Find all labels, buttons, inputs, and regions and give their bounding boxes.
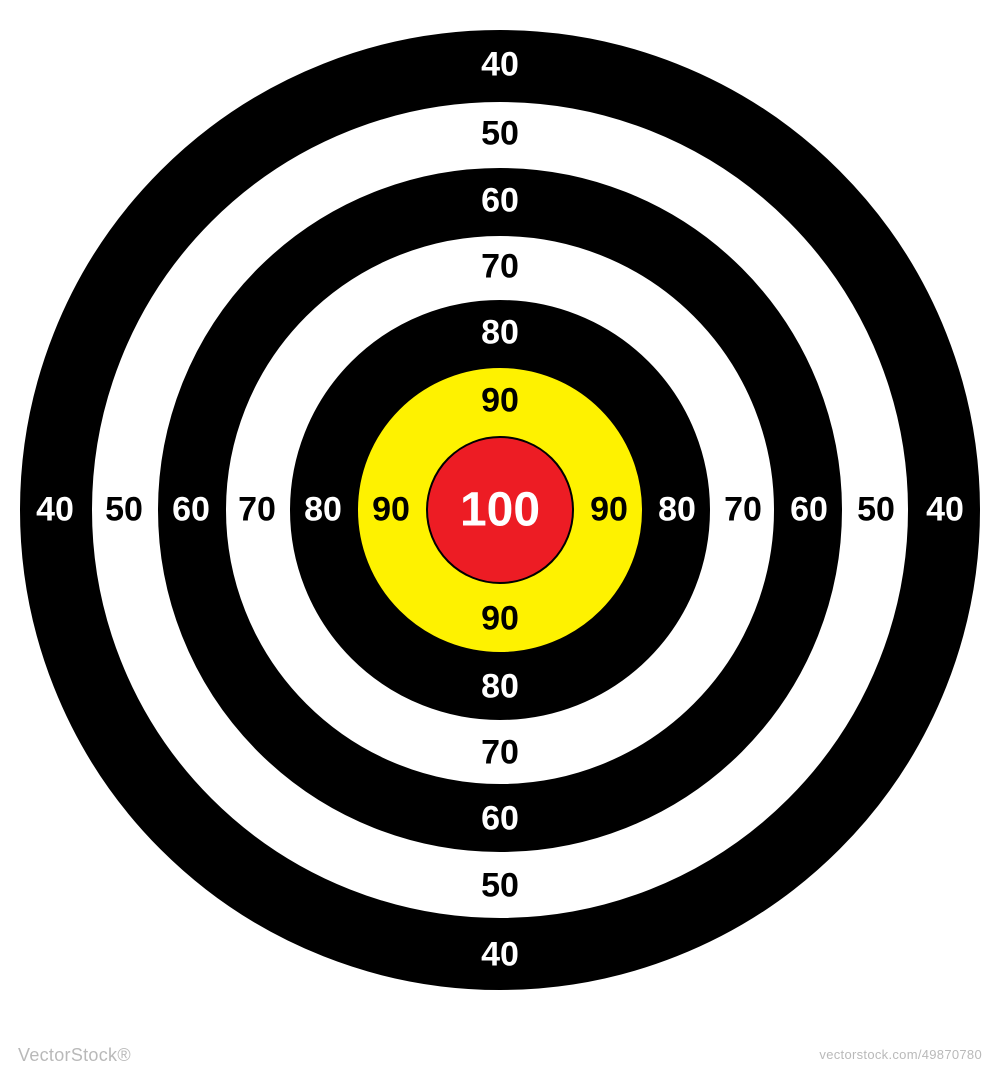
score-label-left-60: 60	[172, 491, 210, 530]
score-label-bottom-80: 80	[481, 668, 519, 707]
score-label-right-40: 40	[926, 491, 964, 530]
score-label-top-60: 60	[481, 182, 519, 221]
score-label-right-90: 90	[590, 491, 628, 530]
score-label-bottom-50: 50	[481, 867, 519, 906]
score-label-top-70: 70	[481, 248, 519, 287]
score-label-top-80: 80	[481, 314, 519, 353]
score-label-right-50: 50	[857, 491, 895, 530]
watermark-id: vectorstock.com/49870780	[819, 1047, 982, 1062]
score-label-left-50: 50	[105, 491, 143, 530]
score-label-right-60: 60	[790, 491, 828, 530]
watermark-brand: VectorStock®	[18, 1045, 131, 1066]
score-label-center-100: 100	[460, 483, 540, 538]
score-label-top-50: 50	[481, 115, 519, 154]
score-label-bottom-60: 60	[481, 800, 519, 839]
score-label-left-70: 70	[238, 491, 276, 530]
page-canvas: 100 40 40 40 40 50 50 50 50 60 60 60 60 70 70 70 70 80 80 8…	[0, 0, 1000, 1080]
score-label-top-40: 40	[481, 46, 519, 85]
score-label-bottom-40: 40	[481, 936, 519, 975]
score-label-bottom-70: 70	[481, 734, 519, 773]
score-label-bottom-90: 90	[481, 600, 519, 639]
score-label-right-70: 70	[724, 491, 762, 530]
score-label-left-80: 80	[304, 491, 342, 530]
score-label-left-40: 40	[36, 491, 74, 530]
score-label-left-90: 90	[372, 491, 410, 530]
score-label-right-80: 80	[658, 491, 696, 530]
score-label-top-90: 90	[481, 382, 519, 421]
